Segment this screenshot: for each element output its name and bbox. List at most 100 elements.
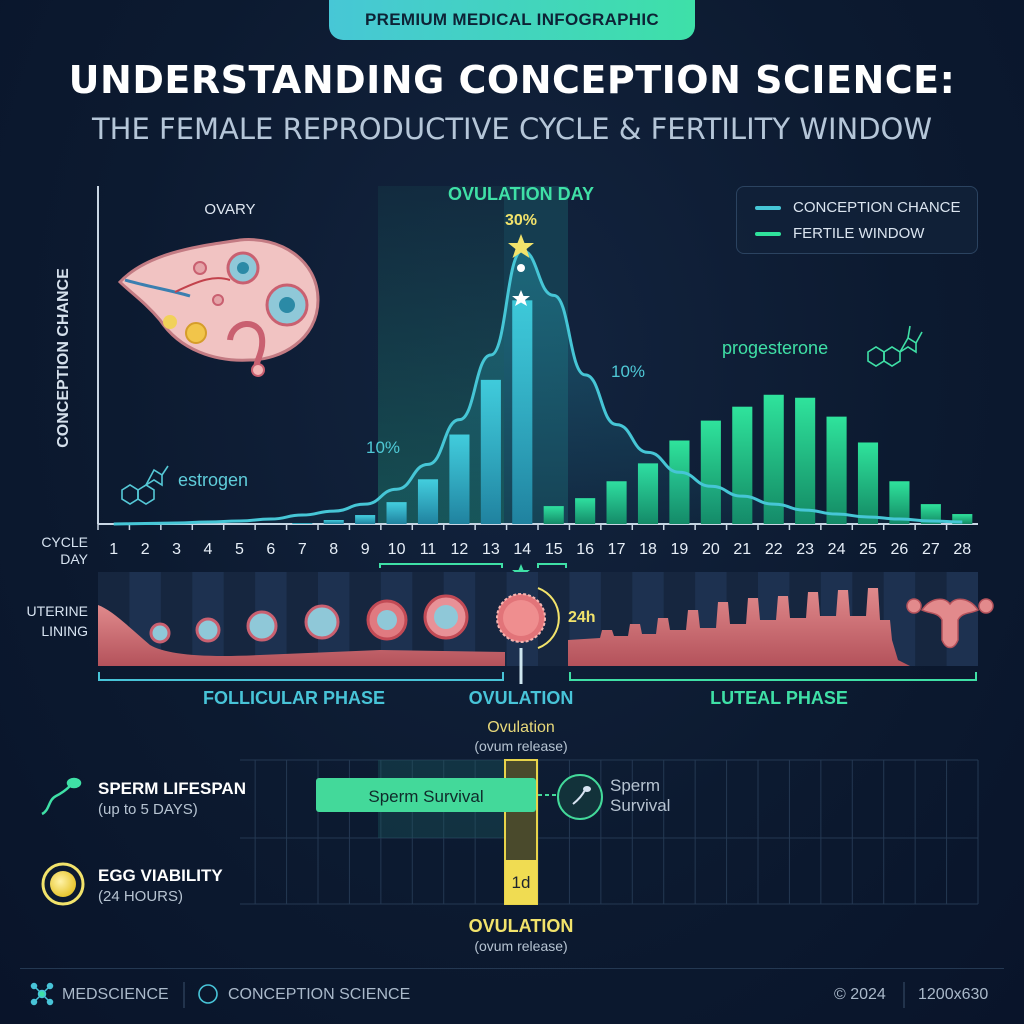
day-label-23: 23 (796, 541, 814, 558)
egg-viability-title: EGG VIABILITY (98, 866, 223, 885)
day-label-8: 8 (329, 541, 338, 558)
uterus-icon (906, 598, 994, 649)
egg-yolk-icon (50, 871, 76, 897)
medscience-logo-icon (30, 982, 54, 1006)
bar-day-28 (952, 514, 973, 524)
curve-fill (113, 250, 963, 524)
cycle-day-label-2: DAY (60, 551, 88, 567)
estrogen-label: estrogen (178, 470, 248, 490)
egg-viability-sub: (24 HOURS) (98, 888, 183, 905)
egg-viability-bar-label: 1d (512, 873, 531, 892)
y-axis-label: CONCEPTION CHANCE (55, 268, 72, 448)
sperm-survival-bar (316, 778, 536, 812)
sperm-glyph-icon (572, 789, 586, 805)
page-title: UNDERSTANDING CONCEPTION SCIENCE: (68, 58, 956, 102)
day-label-2: 2 (141, 541, 150, 558)
bar-star-icon (512, 290, 530, 306)
day-label-3: 3 (172, 541, 181, 558)
conception-head-icon (198, 984, 218, 1004)
day-label-20: 20 (702, 541, 720, 558)
bar-day-26 (889, 481, 910, 524)
day-label-4: 4 (204, 541, 213, 558)
left-ten-percent: 10% (366, 438, 400, 457)
day-label-6: 6 (266, 541, 275, 558)
luteal-lining (568, 588, 910, 666)
bar-day-25 (857, 442, 879, 524)
legend-label-conception: CONCEPTION CHANCE (793, 199, 961, 216)
day-label-22: 22 (765, 541, 783, 558)
day-label-14: 14 (513, 541, 531, 558)
luteal-phase-label: LUTEAL PHASE (710, 688, 848, 708)
ovulated-egg-icon (496, 593, 546, 643)
day-label-12: 12 (451, 541, 469, 558)
day-label-5: 5 (235, 541, 244, 558)
legend-label-fertile: FERTILE WINDOW (793, 225, 925, 242)
sperm-icon (41, 777, 82, 816)
day-label-24: 24 (828, 541, 846, 558)
sperm-lifespan-title: SPERM LIFESPAN (98, 779, 246, 798)
day-label-28: 28 (953, 541, 971, 558)
follicular-phase-label: FOLLICULAR PHASE (203, 688, 385, 708)
day-label-16: 16 (576, 541, 594, 558)
ovulation-day-label: OVULATION DAY (448, 184, 594, 204)
day-labels: 1 2 3 4 5 6 7 8 9 10 11 12 13 14 15 16 17 18 19 20 21 22 23 24 2… (109, 541, 971, 558)
progesterone-label: progesterone (722, 338, 828, 358)
day-label-9: 9 (361, 541, 370, 558)
x-axis-ticks (97, 524, 948, 530)
chart-legend: CONCEPTION CHANCE FERTILE WINDOW (736, 186, 978, 254)
day-label-1: 1 (109, 541, 118, 558)
follicular-bracket (98, 672, 504, 681)
footer-brand: MEDSCIENCE (62, 986, 169, 1003)
page-subtitle: THE FEMALE REPRODUCTIVE CYCLE & FERTILIT… (91, 112, 933, 146)
day-label-19: 19 (671, 541, 689, 558)
cycle-day-label-1: CYCLE (41, 534, 88, 550)
sperm-lifespan-sub: (up to 5 DAYS) (98, 801, 198, 818)
day-label-26: 26 (891, 541, 909, 558)
peak-star-icon (508, 234, 534, 258)
uterine-label-2: LINING (41, 623, 88, 639)
sperm-side-label-2: Survival (610, 796, 670, 815)
day-label-27: 27 (922, 541, 940, 558)
footer-rule (20, 968, 1004, 969)
bar-day-27 (920, 504, 941, 524)
bar-day-24 (826, 416, 847, 524)
hours-label: 24h (568, 609, 596, 626)
follicle-sequence (149, 594, 469, 644)
sperm-survival-bar-label: Sperm Survival (368, 787, 483, 806)
legend-swatch-conception (755, 205, 781, 210)
peak-point (517, 264, 525, 272)
day-label-25: 25 (859, 541, 877, 558)
bar-day-23 (795, 397, 816, 524)
ovulation-bottom-label: OVULATION (469, 916, 574, 936)
footer-section: CONCEPTION SCIENCE (228, 986, 411, 1003)
menstrual-lining (98, 605, 505, 666)
luteal-bracket (569, 672, 977, 681)
day-label-15: 15 (545, 541, 563, 558)
sperm-head-icon (583, 786, 591, 792)
day-label-17: 17 (608, 541, 626, 558)
day-label-10: 10 (388, 541, 406, 558)
conception-curve (113, 249, 963, 526)
legend-item-fertile: FERTILE WINDOW (755, 225, 924, 242)
hours-arc (537, 587, 560, 649)
footer-size: 1200x630 (918, 986, 989, 1003)
legend-swatch-fertile (755, 231, 781, 236)
progesterone-molecule-icon (867, 325, 923, 367)
egg-viability-bar (505, 860, 537, 904)
day-label-18: 18 (639, 541, 657, 558)
sperm-side-label-1: Sperm (610, 776, 660, 795)
ovulation-top-sub: (ovum release) (474, 738, 567, 754)
peak-value: 30% (505, 212, 537, 229)
fertile-window-bracket (379, 563, 503, 568)
right-ten-percent: 10% (611, 362, 645, 381)
estrogen-molecule-icon (121, 465, 169, 505)
ovary-illustration (117, 238, 320, 377)
day-label-13: 13 (482, 541, 500, 558)
day-label-11: 11 (420, 541, 437, 558)
header-badge: PREMIUM MEDICAL INFOGRAPHIC (329, 0, 695, 40)
bar-day-22 (763, 394, 784, 524)
ovulation-phase-label: OVULATION (469, 688, 574, 708)
day-label-7: 7 (298, 541, 307, 558)
ovary-label: OVARY (204, 201, 255, 218)
